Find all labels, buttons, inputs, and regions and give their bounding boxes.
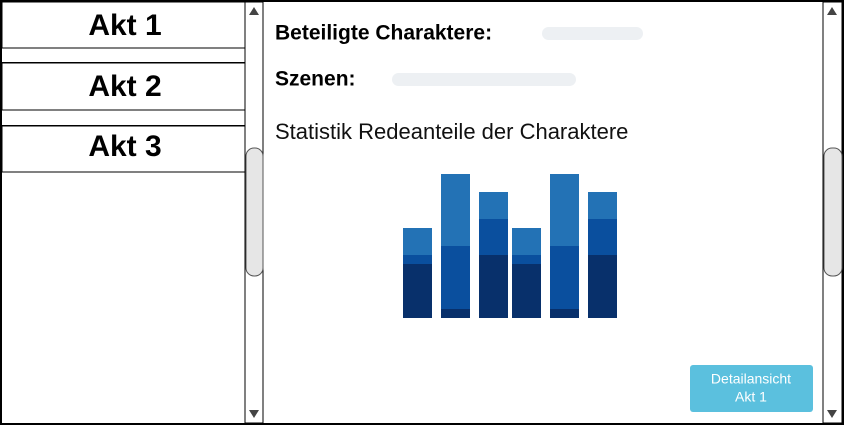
act-item[interactable] bbox=[1, 62, 246, 111]
scroll-thumb[interactable] bbox=[245, 147, 264, 277]
detail-button[interactable] bbox=[690, 365, 813, 412]
scenes-label: Szenen: bbox=[275, 68, 356, 91]
act-label[interactable]: Akt 2 bbox=[88, 70, 161, 103]
scroll-up[interactable] bbox=[827, 7, 837, 15]
characters-label: Beteiligte Charaktere: bbox=[275, 22, 492, 45]
scroll-up[interactable] bbox=[249, 7, 259, 15]
chart-icon bbox=[403, 174, 617, 318]
placeholder bbox=[392, 73, 576, 86]
button-label[interactable]: Detailansicht bbox=[711, 371, 791, 387]
scroll-down[interactable] bbox=[827, 410, 837, 418]
act-item[interactable] bbox=[1, 1, 246, 49]
act-label[interactable]: Akt 3 bbox=[88, 130, 161, 163]
scroll-down[interactable] bbox=[249, 410, 259, 418]
statistics-title: Statistik Redeanteile der Charaktere bbox=[275, 119, 628, 144]
scroll-thumb[interactable] bbox=[823, 147, 843, 277]
button-label[interactable]: Akt 1 bbox=[735, 389, 767, 405]
act-item[interactable] bbox=[1, 125, 246, 173]
act-label[interactable]: Akt 1 bbox=[88, 9, 161, 42]
placeholder bbox=[542, 27, 643, 40]
